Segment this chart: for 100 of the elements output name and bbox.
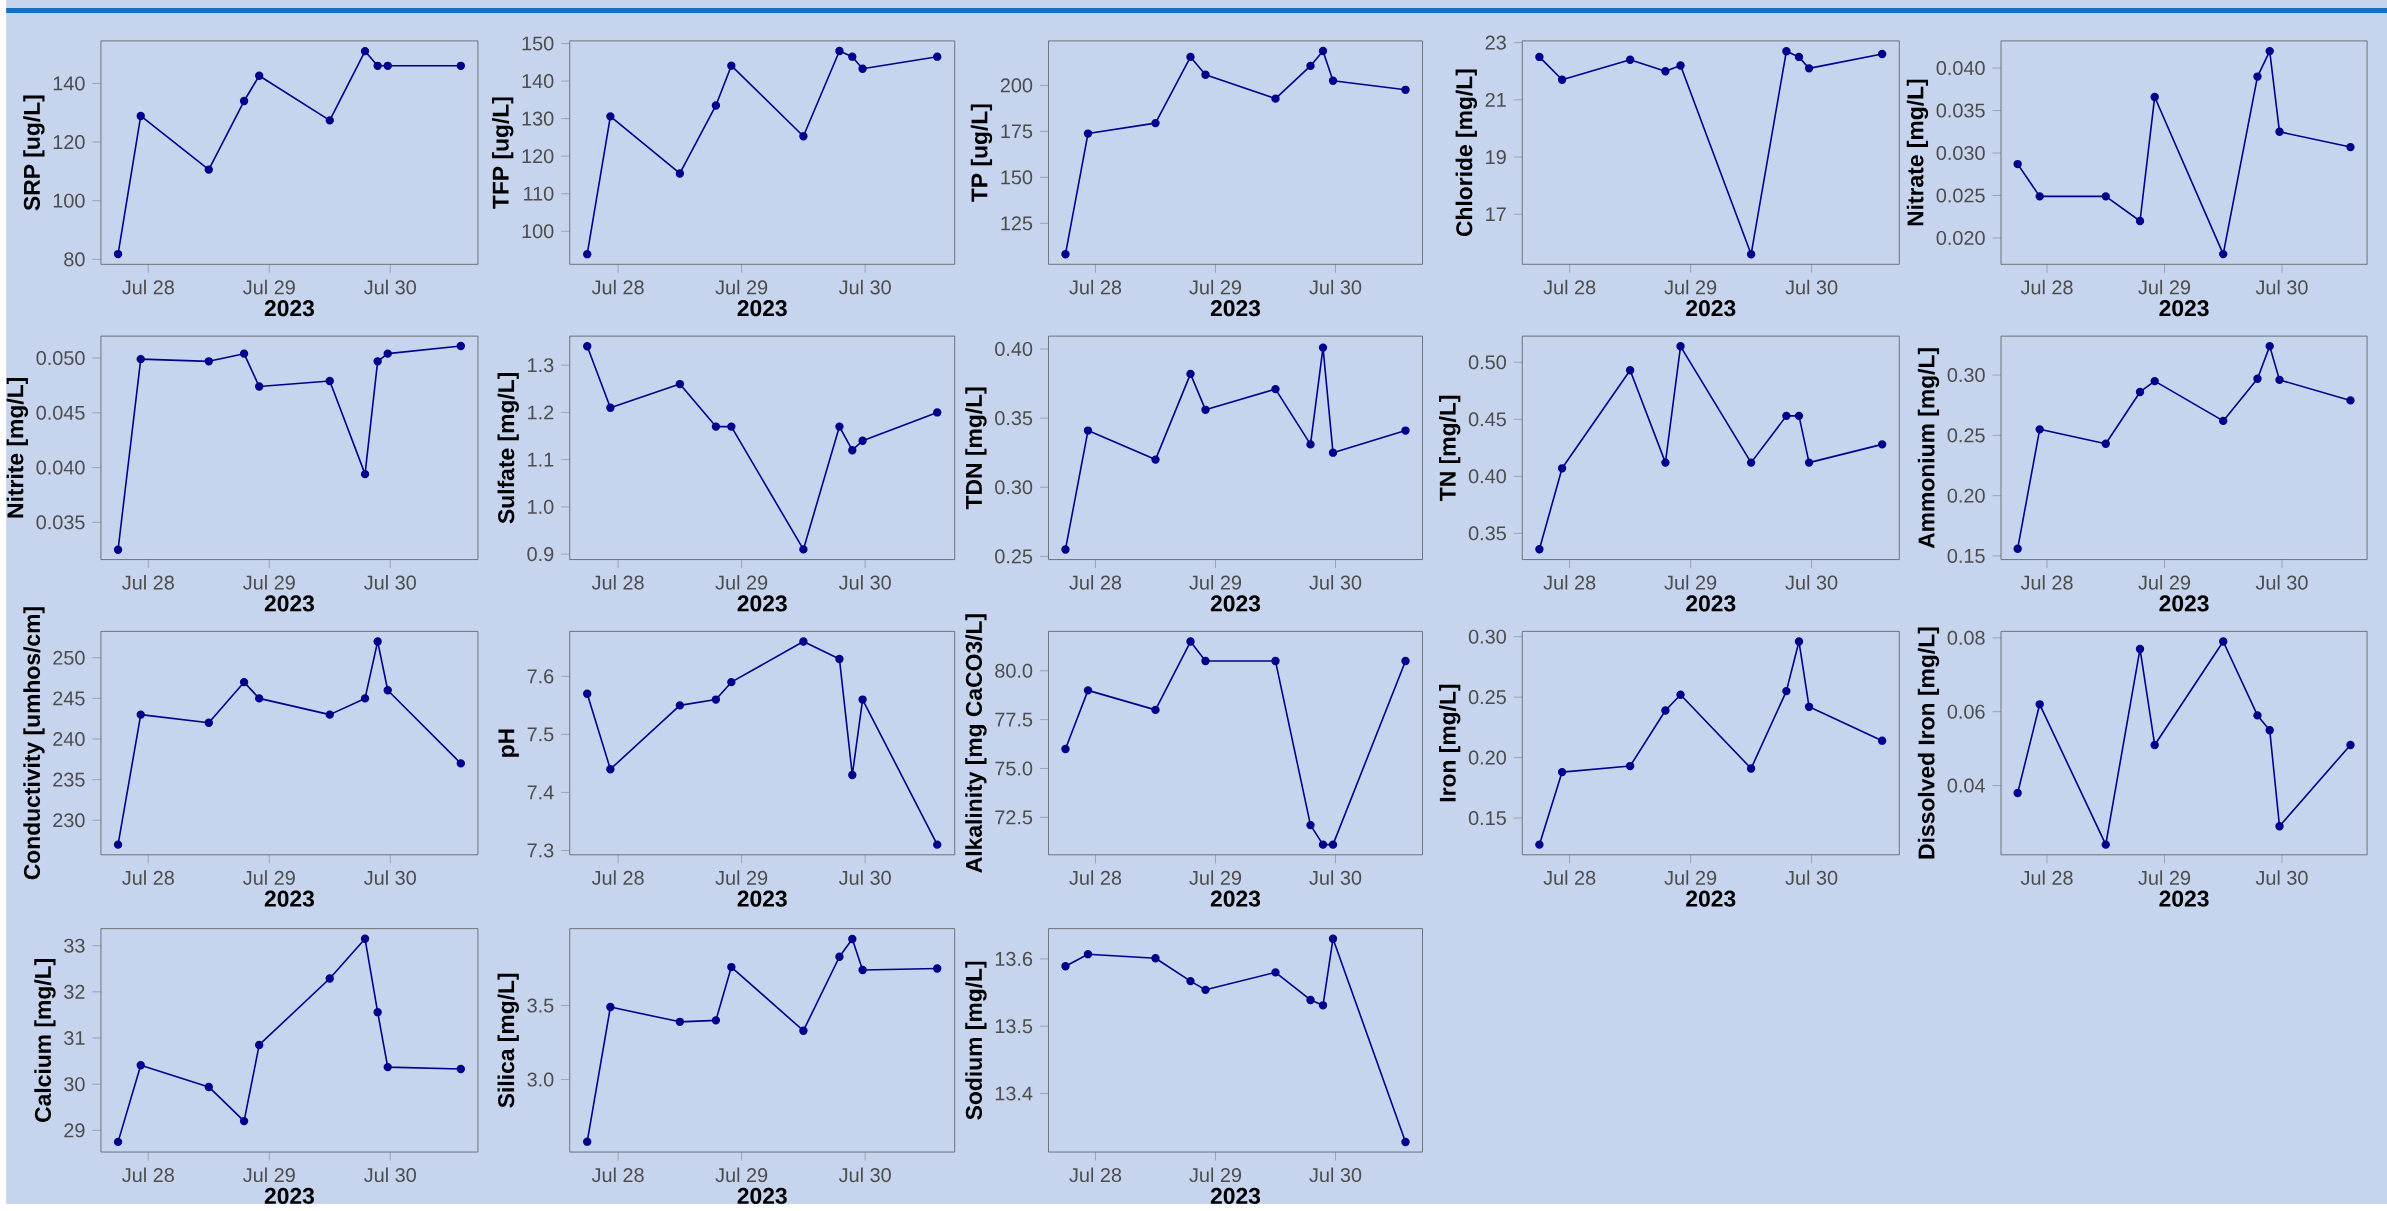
point [1318, 1001, 1328, 1010]
point [606, 1003, 615, 1012]
y-axis-title: Alkalinity [mg CaCO3/L] [965, 614, 987, 873]
point [675, 380, 685, 389]
y-tick-label: 120 [53, 135, 85, 150]
x-tick-label: Jul 30 [1785, 280, 1838, 295]
point [2035, 192, 2044, 201]
y-tick-label: 0.35 [1468, 526, 1506, 541]
x-tick-label: Jul 29 [1664, 575, 1717, 590]
y-tick-label: 0.50 [1468, 355, 1506, 370]
y-tick-label: 0.050 [36, 351, 85, 366]
x-tick-label: Jul 29 [1189, 1167, 1242, 1183]
point [2101, 439, 2110, 449]
point [1061, 744, 1070, 754]
y-tick-label: 7.3 [527, 843, 554, 858]
point [835, 422, 844, 431]
y-tick-label: 0.45 [1468, 412, 1506, 427]
y-tick-label: 0.40 [1468, 469, 1506, 484]
point [204, 1082, 213, 1092]
point [325, 710, 334, 720]
point [456, 341, 465, 351]
point [1186, 369, 1195, 379]
x-tick-label: Jul 30 [838, 280, 891, 295]
point [239, 1117, 249, 1126]
y-tick-label: 200 [1000, 78, 1033, 93]
y-tick-label: 13.5 [995, 1019, 1033, 1034]
point [835, 654, 844, 664]
y-tick-label: 0.035 [1936, 103, 1985, 118]
point [799, 1026, 808, 1036]
y-tick-label: 100 [522, 224, 554, 239]
point [2265, 342, 2274, 351]
point [1061, 962, 1070, 971]
y-tick-label: 80 [64, 252, 85, 267]
point [583, 342, 592, 351]
point [1794, 411, 1804, 421]
y-tick-label: 0.30 [1468, 629, 1506, 644]
point [727, 963, 736, 972]
y-tick-label: 240 [53, 732, 85, 747]
point [360, 47, 370, 56]
x-tick-label: Jul 30 [1309, 1167, 1362, 1183]
point [1794, 52, 1804, 62]
x-axis-title: 2023 [264, 300, 315, 317]
point [1201, 657, 1210, 666]
point [1625, 55, 1635, 65]
point [1625, 366, 1635, 375]
y-tick-label: 30 [64, 1077, 85, 1092]
y-tick-label: 130 [522, 111, 554, 126]
point [2035, 700, 2044, 709]
x-tick-label: Jul 30 [364, 1167, 416, 1183]
point [1557, 464, 1567, 473]
point [675, 1017, 685, 1027]
y-tick-label: 140 [522, 74, 554, 89]
point [325, 974, 334, 983]
point [1318, 840, 1328, 850]
x-tick-label: Jul 28 [1069, 280, 1122, 295]
y-tick-label: 0.25 [995, 549, 1033, 564]
x-axis-title: 2023 [264, 595, 315, 612]
y-tick-label: 110 [524, 186, 554, 201]
x-axis-title: 2023 [1686, 890, 1736, 907]
x-axis-title: 2023 [1686, 300, 1736, 317]
y-tick-label: 125 [1001, 216, 1033, 231]
y-tick-label: 32 [64, 985, 85, 1000]
point [373, 637, 382, 646]
x-tick-label: Jul 29 [243, 870, 295, 886]
x-tick-label: Jul 28 [591, 1167, 644, 1183]
y-tick-label: 100 [53, 193, 85, 208]
x-tick-label: Jul 28 [591, 870, 644, 886]
y-axis-title: Nitrite [mg/L] [6, 378, 29, 518]
point [2150, 92, 2159, 102]
point [204, 165, 213, 174]
point [204, 357, 213, 366]
point [1661, 706, 1670, 715]
point [933, 840, 942, 850]
y-tick-label: 1.2 [528, 405, 554, 420]
point [1401, 85, 1410, 95]
point [383, 61, 392, 71]
point [2013, 544, 2022, 554]
x-tick-label: Jul 30 [1309, 870, 1362, 886]
y-axis-title: pH [498, 729, 519, 758]
point [2150, 740, 2159, 750]
y-tick-label: 175 [1001, 124, 1033, 139]
y-tick-label: 0.04 [1947, 778, 1985, 793]
point [1746, 764, 1756, 773]
x-axis-title: 2023 [737, 1187, 787, 1205]
point [456, 759, 465, 768]
point [255, 1040, 264, 1050]
x-tick-label: Jul 30 [1785, 575, 1838, 590]
x-tick-label: Jul 30 [838, 575, 891, 590]
y-axis-title: SRP [ug/L] [23, 95, 45, 211]
point [1271, 94, 1280, 104]
point [933, 964, 942, 973]
y-tick-label: 0.035 [36, 515, 85, 530]
y-tick-label: 31 [64, 1031, 85, 1046]
x-axis-title: 2023 [737, 890, 787, 907]
y-tick-label: 0.045 [36, 405, 85, 421]
y-axis-title: TN [mg/L] [1439, 396, 1461, 502]
x-tick-label: Jul 28 [2020, 280, 2073, 295]
x-axis-title: 2023 [1210, 300, 1261, 317]
y-tick-label: 80.0 [995, 663, 1033, 679]
point [1201, 985, 1210, 995]
